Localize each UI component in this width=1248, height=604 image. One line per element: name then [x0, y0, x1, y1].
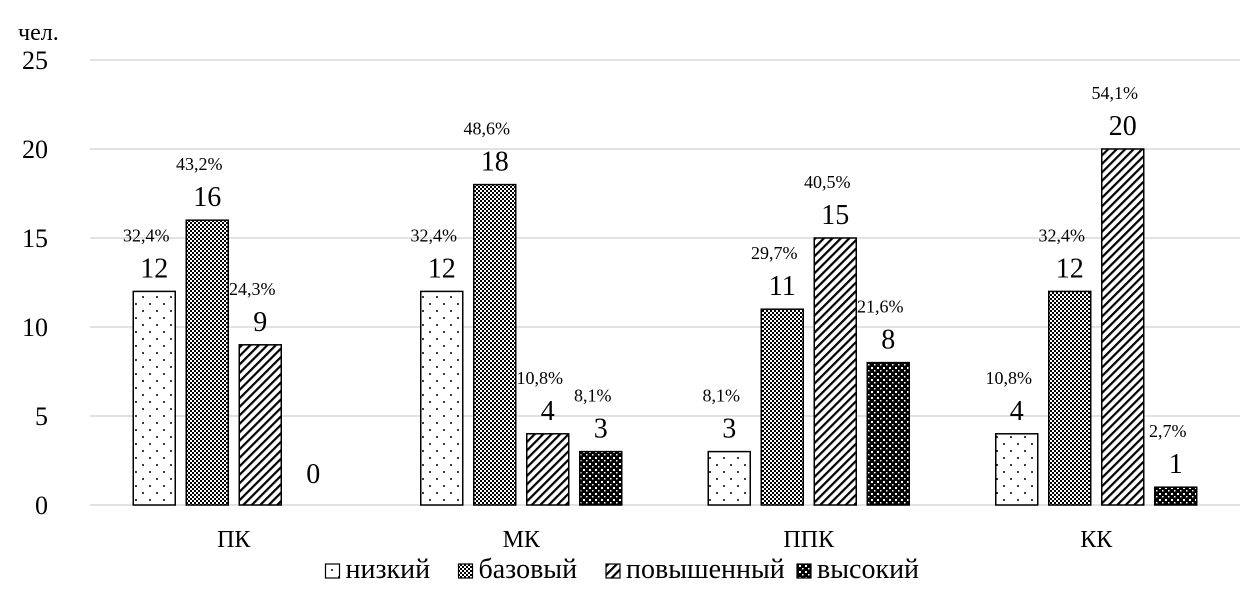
- percent-label: 10,8%: [517, 368, 564, 388]
- legend-swatch: [796, 563, 812, 579]
- y-tick-label: 25: [22, 46, 48, 75]
- value-label: 20: [1109, 111, 1137, 142]
- y-tick-label: 5: [35, 402, 48, 431]
- value-label: 3: [722, 414, 736, 445]
- legend-swatch: [605, 563, 621, 579]
- legend-swatch: [324, 563, 341, 579]
- legend-label: базовый: [479, 554, 578, 585]
- legend-label: повышенный: [626, 554, 785, 585]
- percent-label: 8,1%: [574, 386, 612, 406]
- value-label: 0: [306, 459, 320, 490]
- percent-label: 8,1%: [703, 386, 741, 406]
- data-labels: 1232,4%1643,2%924,3%01232,4%1848,6%410,8…: [123, 83, 1187, 490]
- percent-label: 40,5%: [804, 172, 851, 192]
- percent-label: 48,6%: [464, 119, 511, 139]
- y-tick-label: 15: [22, 224, 48, 253]
- x-axis-ticks: ПК МК ППК КК: [217, 527, 1113, 553]
- value-label: 12: [1056, 253, 1084, 284]
- percent-label: 21,6%: [857, 297, 904, 317]
- bars: [132, 148, 1198, 506]
- x-tick-label: КК: [1080, 527, 1113, 553]
- bar: [238, 344, 282, 506]
- legend-label: высокий: [817, 554, 919, 585]
- bar: [995, 433, 1039, 506]
- value-label: 9: [253, 307, 267, 338]
- bar: [813, 237, 857, 506]
- y-tick-label: 20: [22, 135, 48, 164]
- value-label: 3: [594, 414, 608, 445]
- value-label: 8: [881, 325, 895, 356]
- y-axis-ticks: 0 5 10 15 20 25: [22, 46, 48, 520]
- percent-label: 32,4%: [1039, 225, 1086, 245]
- legend: низкий базовый повышенный высокий: [324, 554, 919, 585]
- percent-label: 32,4%: [123, 225, 170, 245]
- value-label: 11: [769, 271, 796, 302]
- value-label: 12: [140, 253, 168, 284]
- bar: [473, 183, 517, 506]
- bar: [866, 361, 910, 506]
- percent-label: 10,8%: [986, 368, 1033, 388]
- bar: [185, 219, 229, 506]
- bar: [420, 290, 464, 506]
- x-tick-label: ПК: [217, 527, 251, 553]
- legend-label: низкий: [346, 554, 431, 585]
- percent-label: 29,7%: [751, 243, 798, 263]
- value-label: 4: [541, 396, 555, 427]
- bar: [1154, 486, 1198, 506]
- percent-label: 54,1%: [1092, 83, 1139, 103]
- percent-label: 24,3%: [229, 279, 276, 299]
- value-label: 15: [821, 200, 849, 231]
- y-axis-unit-label: чел.: [18, 20, 59, 46]
- percent-label: 2,7%: [1149, 421, 1187, 441]
- value-label: 18: [481, 147, 509, 178]
- value-label: 12: [428, 253, 456, 284]
- bar: [760, 308, 804, 506]
- value-label: 4: [1010, 396, 1024, 427]
- x-tick-label: МК: [503, 527, 541, 553]
- bar: [132, 290, 176, 506]
- value-label: 1: [1169, 449, 1183, 480]
- bar: [1101, 148, 1145, 506]
- bar: [526, 433, 570, 506]
- bar: [1048, 290, 1092, 506]
- legend-swatch: [457, 563, 474, 579]
- bar: [579, 450, 623, 506]
- percent-label: 43,2%: [176, 154, 223, 174]
- bar: [707, 450, 751, 506]
- x-tick-label: ППК: [783, 527, 835, 553]
- value-label: 16: [193, 182, 221, 213]
- y-tick-label: 10: [22, 313, 48, 342]
- percent-label: 32,4%: [411, 225, 458, 245]
- y-tick-label: 0: [35, 491, 48, 520]
